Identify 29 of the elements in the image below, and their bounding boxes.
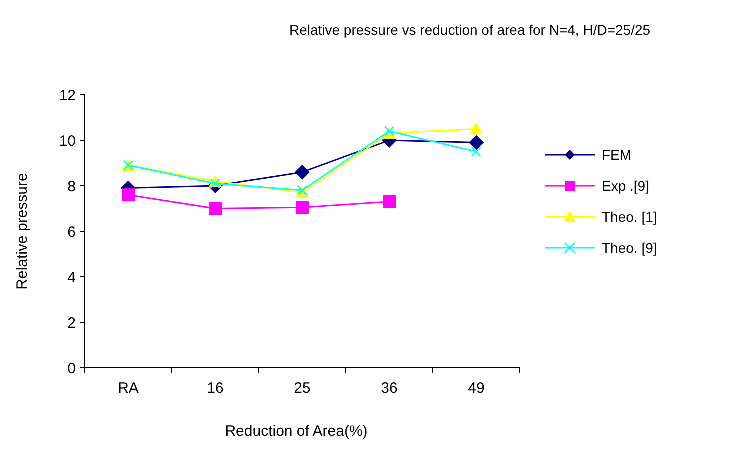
point [383,195,396,208]
point [297,185,308,196]
legend-label: Theo. [1] [602,208,658,225]
point [122,188,135,202]
point [296,201,309,214]
x-axis-title: Reduction of Area(%) [225,423,368,440]
legend-label: Theo. [9] [602,240,658,256]
point [295,164,310,180]
x-tick-label: 49 [468,380,485,397]
point [469,135,484,150]
legend-label: Exp .[9] [602,178,650,194]
point [209,202,222,216]
chart-title: Relative pressure vs reduction of area for N=4, H/D=25/25 [289,22,651,38]
point [384,126,395,137]
y-tick-label: 0 [68,360,76,378]
point [470,122,483,135]
x-tick-label: RA [118,380,139,397]
y-axis-title: Relative pressure [14,173,31,290]
x-tick-label: 25 [294,380,311,397]
y-tick-label: 10 [59,132,76,150]
legend-label: FEM [602,146,632,163]
y-tick-label: 4 [68,269,76,286]
point [471,146,482,158]
y-tick-label: 8 [68,178,76,196]
y-tick-label: 2 [68,314,76,332]
x-tick-label: 16 [207,380,224,397]
y-tick-label: 12 [59,87,76,104]
y-tick-label: 6 [68,224,76,241]
x-tick-label: 36 [381,380,398,397]
